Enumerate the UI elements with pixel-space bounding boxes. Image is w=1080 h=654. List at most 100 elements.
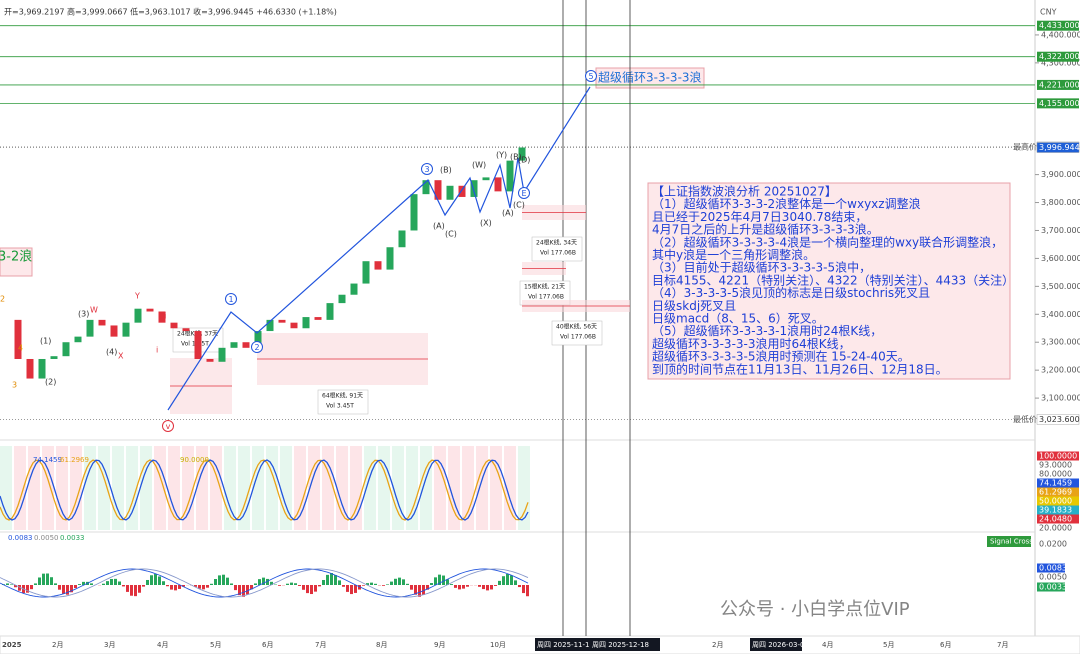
osc-band — [336, 446, 348, 530]
wave-number: 1 — [228, 295, 233, 304]
analysis-line: 且已经于2025年4月7日3040.78结束， — [652, 210, 867, 224]
time-label: 周四 2026-03-05 — [752, 641, 809, 649]
macd-bar — [374, 583, 377, 585]
macd-bar — [122, 585, 125, 587]
candle — [518, 147, 526, 161]
macd-bar — [30, 585, 33, 590]
osc-band — [406, 446, 418, 530]
macd-bar — [106, 581, 109, 585]
analysis-line: 超级循环3-3-3-3-5浪用时预测在 15-24-40天。 — [652, 349, 910, 364]
signal-tag — [987, 536, 1031, 547]
candle — [326, 303, 334, 320]
macd-bar — [370, 582, 373, 585]
osc-band — [378, 446, 390, 530]
macd-bar — [58, 585, 61, 590]
low-label: 3,023.6002 — [1039, 415, 1080, 424]
osc-band — [42, 446, 54, 530]
macd-bar — [518, 585, 521, 588]
measure-bars: 40根K线, 56天 — [556, 323, 597, 331]
osc-band — [294, 446, 306, 530]
candle — [230, 342, 238, 348]
wave-circle — [518, 187, 530, 199]
wave-label: 4 — [18, 344, 23, 353]
macd-bar — [406, 583, 409, 585]
wave-label: (A) — [502, 209, 514, 218]
measure-bars: 24根K线, 34天 — [536, 239, 577, 247]
macd-bar — [154, 574, 157, 585]
analysis-line: 日级macd（8、15、6）死叉。 — [652, 312, 824, 326]
wave-number: 3 — [424, 165, 429, 174]
wave-label: X — [118, 352, 124, 361]
watermark: 公众号 · 小白学点位VIP — [720, 599, 910, 620]
level-label: 4,155.0000 — [1039, 99, 1080, 108]
osc-band — [476, 446, 488, 530]
osc-band — [182, 446, 194, 530]
macd-bar — [34, 583, 37, 585]
macd-legend: 0.0033 — [60, 534, 85, 542]
wave-label: (2) — [45, 378, 56, 387]
wave-label: (1) — [40, 337, 51, 346]
macd-bar — [242, 585, 245, 597]
osc-tag — [1037, 451, 1079, 461]
macd-bar — [110, 578, 113, 585]
time-tag — [590, 638, 660, 651]
candle — [350, 283, 358, 295]
macd-bar — [346, 585, 349, 592]
candle — [146, 308, 154, 312]
candle — [266, 319, 274, 332]
osc-band — [112, 446, 124, 530]
macd-bar — [394, 578, 397, 585]
wave-label: (B) — [440, 166, 452, 175]
level-label: 4,433.0000 — [1039, 21, 1080, 30]
macd-bar — [114, 578, 117, 585]
macd-bar — [310, 585, 313, 595]
macd-bar — [214, 579, 217, 585]
macd-bar — [494, 585, 497, 586]
macd-bar — [102, 583, 105, 585]
macd-bar — [522, 585, 525, 594]
wave-circle — [421, 163, 433, 175]
candle — [494, 177, 502, 192]
osc-axis-label: 93.0000 — [1039, 461, 1072, 470]
macd-bar — [250, 585, 253, 590]
wave-circle — [225, 293, 237, 305]
macd-bar — [498, 580, 501, 585]
osc-band — [238, 446, 250, 530]
osc-line — [0, 459, 529, 521]
macd-bar — [330, 573, 333, 585]
macd-bar — [426, 585, 429, 590]
time-tag — [535, 638, 605, 651]
macd-bar — [210, 583, 213, 585]
osc-axis-label: 20.0000 — [1039, 524, 1072, 533]
macd-bar — [430, 583, 433, 585]
macd-bar — [222, 574, 225, 585]
macd-bar — [382, 585, 385, 586]
macd-bar — [162, 581, 165, 585]
measure-box — [551, 320, 603, 346]
analysis-line: 超级循环3-3-3-3-3浪用时64根K线， — [652, 336, 851, 351]
macd-bar — [422, 585, 425, 595]
high-name: 最高价 — [1013, 141, 1037, 151]
time-label: 5月 — [883, 641, 894, 649]
macd-bar — [246, 585, 249, 595]
left-label-box — [0, 247, 33, 277]
osc-tag — [1037, 478, 1079, 488]
currency: CNY — [1040, 8, 1057, 17]
signal-label: Signal Cross — [990, 538, 1033, 546]
macd-bar — [294, 583, 297, 585]
time-label: 周四 2025-11-13 — [537, 641, 594, 649]
macd-bar — [118, 581, 121, 585]
candle — [62, 342, 70, 357]
candle — [302, 317, 310, 329]
macd-bar — [306, 585, 309, 594]
candle — [374, 261, 382, 270]
last-label: 3,996.9445 — [1039, 143, 1080, 152]
time-label: 4月 — [822, 641, 833, 649]
time-label: 2月 — [712, 641, 723, 649]
last-tag — [1036, 142, 1080, 153]
time-label: 2025 — [2, 641, 22, 649]
price-tick-label: 4,300.0000 — [1041, 58, 1080, 67]
macd-bar — [234, 585, 237, 591]
osc-band — [0, 446, 12, 530]
